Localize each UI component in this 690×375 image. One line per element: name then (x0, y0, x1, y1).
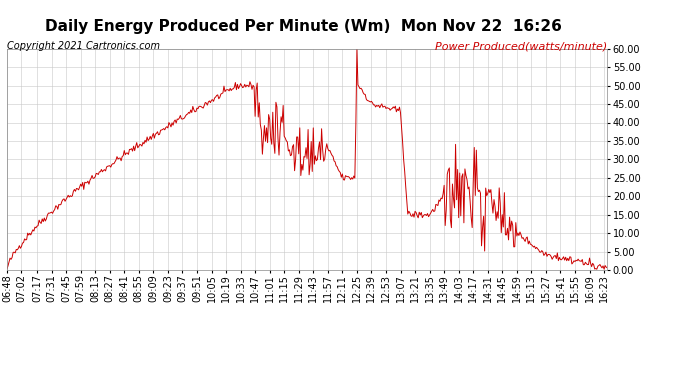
Text: Copyright 2021 Cartronics.com: Copyright 2021 Cartronics.com (7, 41, 160, 51)
Text: Daily Energy Produced Per Minute (Wm)  Mon Nov 22  16:26: Daily Energy Produced Per Minute (Wm) Mo… (45, 19, 562, 34)
Text: Power Produced(watts/minute): Power Produced(watts/minute) (435, 41, 607, 51)
